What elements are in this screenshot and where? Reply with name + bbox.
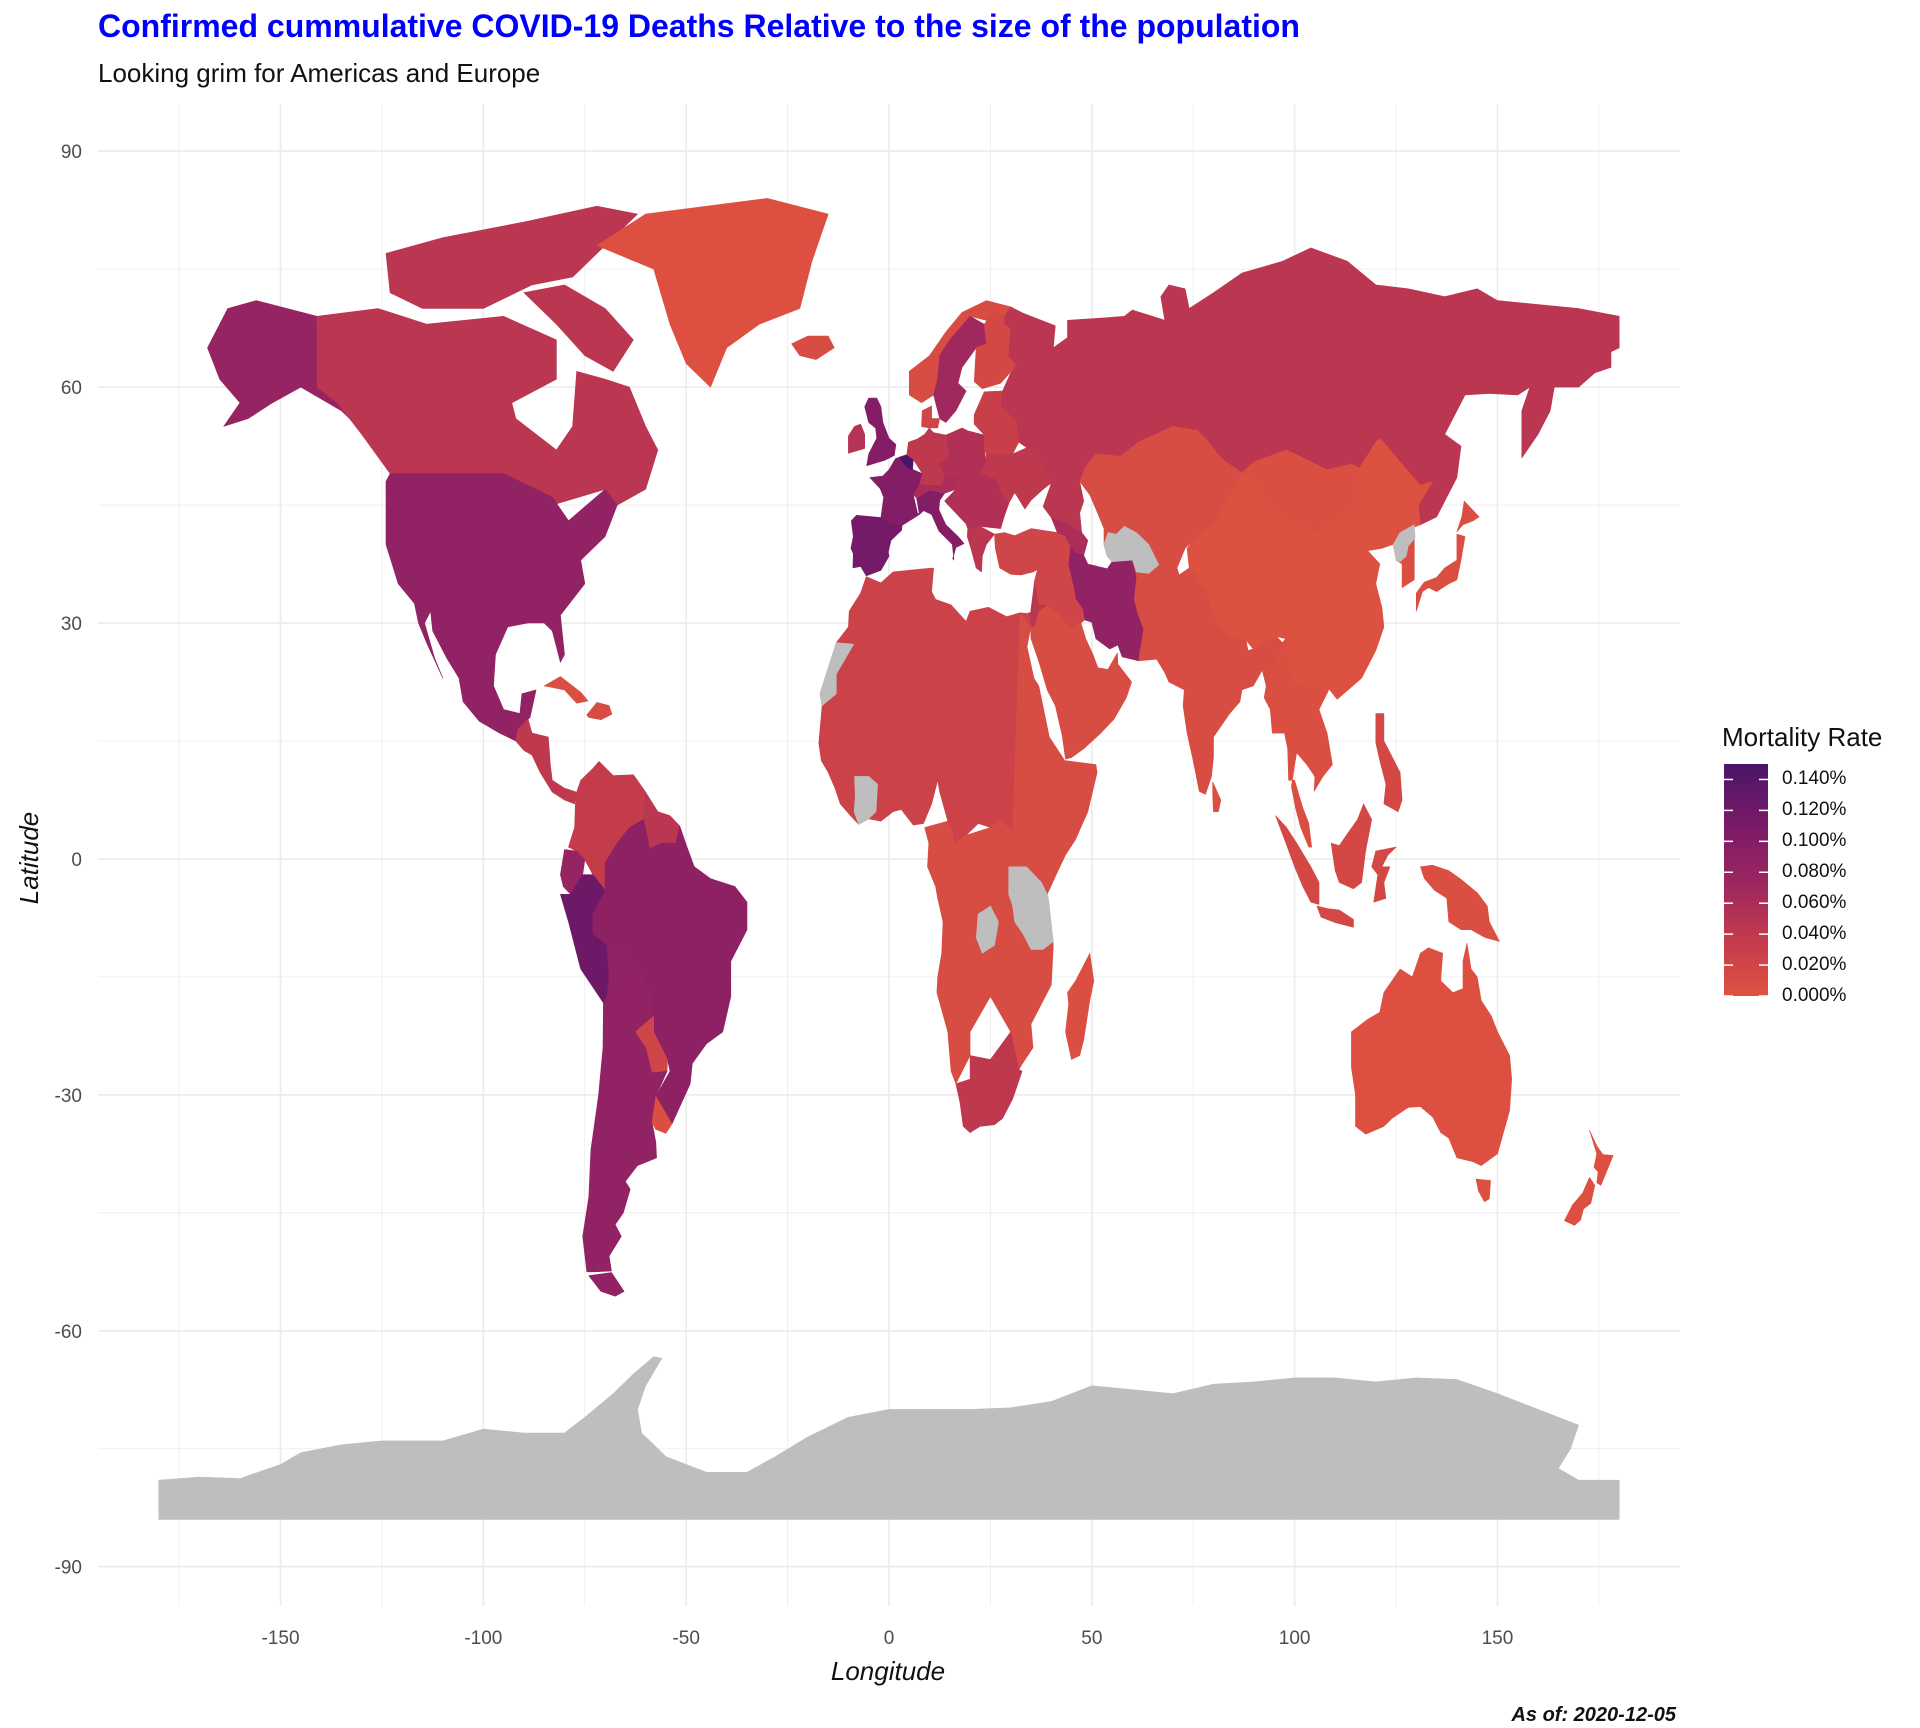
region-ireland (848, 423, 866, 454)
x-tick-label: 150 (1482, 1628, 1514, 1649)
region-greenland (596, 198, 829, 388)
legend-label: 0.080% (1782, 861, 1847, 883)
y-tick-label: 0 (71, 850, 82, 871)
y-tick-label: 90 (61, 142, 82, 163)
region-antarctica-no-data (158, 1356, 1620, 1520)
region-hokkaido (1456, 500, 1480, 533)
country-regions (158, 198, 1620, 1520)
region-new-guinea (1420, 864, 1500, 942)
region-north-korea-no-data (1392, 524, 1416, 563)
region-argentina (590, 1031, 668, 1273)
y-tick-label: -60 (55, 1322, 82, 1343)
region-baltics-belarus (973, 390, 1020, 455)
region-turkmenistan-no-data (1103, 525, 1160, 574)
region-sumatra (1275, 815, 1320, 905)
legend-label: 0.120% (1782, 799, 1847, 821)
region-united-kingdom (864, 397, 897, 467)
region-sri-lanka (1212, 781, 1222, 813)
region-madagascar (1065, 952, 1095, 1060)
region-ivory-coast-area-no-data (853, 776, 878, 825)
region-alaska (207, 300, 358, 427)
legend-title: Mortality Rate (1722, 722, 1883, 752)
region-mongolia (1241, 449, 1360, 532)
region-balkans-south (966, 525, 995, 573)
region-tierra-del-fuego (588, 1272, 625, 1297)
region-western-sahara-no-data (819, 642, 855, 706)
region-italy (916, 489, 965, 561)
x-tick-label: 100 (1279, 1628, 1311, 1649)
region-southeast-asia-mainland (1263, 638, 1333, 848)
region-philippines (1375, 713, 1403, 813)
x-tick-label: -100 (464, 1628, 502, 1649)
region-australia (1351, 942, 1512, 1166)
region-denmark (921, 405, 941, 429)
region-uruguay (651, 1096, 673, 1134)
region-baffin-island (523, 284, 634, 372)
region-borneo (1330, 803, 1372, 890)
region-belgium (899, 454, 914, 471)
legend-label: 0.040% (1782, 923, 1847, 945)
region-tasmania (1475, 1178, 1491, 1203)
region-new-zealand-north (1589, 1129, 1614, 1186)
region-tanzania-no-data (1008, 866, 1054, 950)
y-tick-label: 30 (61, 614, 82, 635)
y-tick-label: 60 (61, 378, 82, 399)
region-japan (1416, 533, 1466, 612)
x-tick-label: -150 (262, 1628, 300, 1649)
region-sulawesi (1371, 846, 1397, 903)
legend-label: 0.100% (1782, 830, 1847, 852)
region-united-states (385, 473, 618, 663)
region-iceland (791, 335, 835, 360)
y-tick-label: -30 (55, 1086, 82, 1107)
y-axis-label: Latitude (14, 812, 44, 905)
y-axis-ticks: 90 60 30 0 -30 -60 -90 (55, 142, 82, 1578)
legend-label: 0.000% (1782, 985, 1847, 1006)
chart-title: Confirmed cummulative COVID-19 Deaths Re… (98, 8, 1300, 44)
x-axis-ticks: -150 -100 -50 0 50 100 150 (262, 1628, 1514, 1649)
region-cuba (543, 676, 589, 704)
region-new-zealand-south (1564, 1177, 1596, 1226)
region-hispaniola (586, 702, 613, 721)
region-canadian-arctic-islands (385, 205, 638, 309)
chart-subtitle: Looking grim for Americas and Europe (98, 58, 541, 88)
legend-label: 0.020% (1782, 954, 1847, 976)
y-tick-label: -90 (55, 1558, 82, 1579)
region-java (1316, 905, 1354, 928)
region-iberia (850, 514, 903, 577)
region-central-america (515, 718, 578, 805)
legend-label: 0.060% (1782, 892, 1847, 914)
legend-label: 0.140% (1782, 768, 1847, 790)
legend-colorbar (1724, 764, 1768, 996)
x-tick-label: 50 (1081, 1628, 1102, 1649)
region-south-africa (955, 1031, 1023, 1133)
region-guianas (643, 791, 681, 850)
x-tick-label: -50 (672, 1628, 699, 1649)
x-tick-label: 0 (884, 1628, 895, 1649)
legend-ticks (1724, 778, 1768, 997)
region-arabian-peninsula (1030, 605, 1132, 760)
region-central-africa-no-data (975, 905, 999, 954)
caption-date: As of: 2020-12-05 (1511, 1704, 1676, 1726)
region-france (869, 456, 923, 526)
x-axis-label: Longitude (831, 1656, 945, 1686)
